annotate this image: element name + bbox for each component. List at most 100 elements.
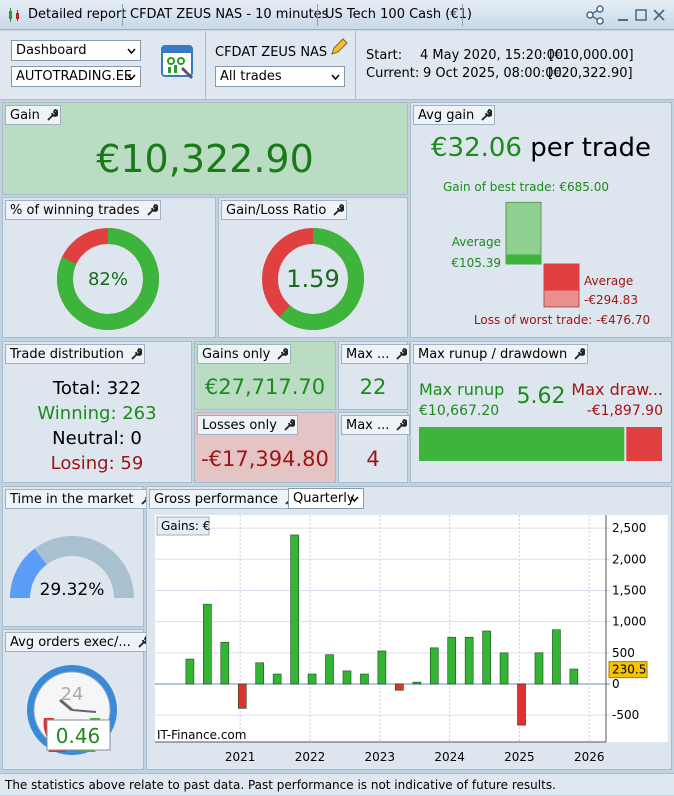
- wrench: [396, 419, 408, 431]
- max-losses-value: 4: [366, 447, 380, 471]
- gain-value: €10,322.90: [96, 137, 314, 181]
- max-wins-value: 22: [359, 375, 387, 399]
- runup-value: €10,667.20: [419, 403, 500, 419]
- footer: The statistics above relate to past data…: [0, 773, 674, 795]
- neutral: Neutral: 0: [52, 428, 142, 449]
- total: Total: 322: [52, 378, 142, 399]
- distribution-list: Total: 322 Winning: 263 Neutral: 0 Losin…: [3, 376, 191, 476]
- gain-panel: Gain €10,322.90: [2, 102, 408, 195]
- panel-header[interactable]: Avg gain: [413, 105, 496, 125]
- tab[interactable]: US Tech 100 Cash (€1): [325, 7, 472, 22]
- settings-icon[interactable]: [146, 204, 158, 216]
- gains-only-value: €27,717.70: [204, 375, 326, 399]
- avg-gain-suffix: per trade: [530, 133, 652, 163]
- panel-header[interactable]: Losses only: [197, 415, 298, 435]
- settings-icon[interactable]: [130, 348, 142, 360]
- runup-ratio: 5.62: [516, 384, 566, 409]
- separator: [122, 4, 123, 26]
- avg-gain-value: €32.06: [430, 133, 522, 163]
- separator: [355, 31, 356, 100]
- wrench: [131, 348, 142, 360]
- tab[interactable]: Detailed report: [28, 7, 127, 22]
- start-label: Start:: [366, 48, 403, 63]
- max-losses-panel: Max ... 4: [338, 412, 411, 483]
- report-icon[interactable]: [160, 44, 196, 80]
- wrench: [47, 109, 58, 121]
- settings-icon[interactable]: [480, 109, 493, 121]
- max-wins-panel: Max ... 22: [338, 341, 411, 410]
- losing: Losing: 59: [50, 453, 144, 474]
- wrench: [284, 419, 295, 431]
- start-capital: [€10,000.00]: [549, 48, 634, 63]
- period-select[interactable]: Quarterly: [288, 488, 364, 509]
- drawdown-label: Max draw...: [571, 380, 663, 399]
- worst-trade: Loss of worst trade: -€476.70: [473, 313, 651, 327]
- wrench: [574, 348, 586, 360]
- time-panel: Time in the market: [2, 486, 155, 627]
- avg-win: €105.39: [451, 256, 501, 270]
- avg-win-label: Average: [451, 235, 501, 249]
- filter-select[interactable]: All trades: [215, 66, 345, 87]
- panel-header[interactable]: Time in the market: [5, 489, 155, 509]
- wrench: [396, 348, 408, 360]
- distribution-panel: Trade distribution Total: 322 Winning: 2…: [2, 341, 192, 483]
- settings-icon[interactable]: [573, 348, 586, 360]
- tab-bar: Detailed report CFDAT ZEUS NAS - 10 minu…: [0, 0, 674, 30]
- panel-header[interactable]: Gross performance: [149, 489, 300, 509]
- start-date: 4 May 2020, 15:20:00: [420, 48, 564, 63]
- toolbar: Dashboard AUTOTRADING.EE CFDAT ZEUS NAS …: [0, 31, 674, 100]
- settings-icon[interactable]: [332, 204, 345, 216]
- system-name: CFDAT ZEUS NAS: [215, 45, 328, 60]
- current-capital: [€20,322.90]: [548, 66, 633, 81]
- winning: Winning: 263: [37, 403, 157, 424]
- wrench: [277, 348, 289, 360]
- panel-header[interactable]: % of winning trades: [5, 200, 161, 220]
- best-trade: Gain of best trade: €685.00: [442, 180, 610, 194]
- gross-panel: Gross performance Quarterly: [146, 486, 672, 770]
- select-text: Dashboard: [16, 43, 87, 58]
- wrench: [146, 204, 158, 216]
- settings-icon[interactable]: [283, 419, 295, 431]
- settings-icon[interactable]: [395, 419, 408, 431]
- drawdown-value: -€1,897.90: [586, 403, 663, 419]
- current-label: Current:: [366, 66, 420, 81]
- panel-header[interactable]: Trade distribution: [5, 344, 145, 364]
- panel-header[interactable]: Max runup / drawdown: [413, 344, 589, 364]
- settings-icon[interactable]: [46, 109, 58, 121]
- panel-header[interactable]: Max ...: [341, 415, 411, 435]
- separator: [205, 31, 206, 100]
- tab[interactable]: CFDAT ZEUS NAS - 10 minutes: [130, 7, 329, 22]
- panel-header[interactable]: Gain: [5, 105, 61, 125]
- orders-panel: Avg orders exec/...: [2, 629, 152, 770]
- edit-icon[interactable]: [328, 38, 348, 58]
- view-select[interactable]: Dashboard: [11, 40, 141, 61]
- winning-panel: % of winning trades: [2, 197, 216, 338]
- avg-loss-label: Average: [584, 274, 634, 288]
- wrench: [481, 109, 493, 121]
- runup-label: Max runup: [419, 380, 505, 399]
- avg-loss: -€294.83: [584, 293, 638, 307]
- avg-gain-panel: Avg gain €32.06 per trade Gain of best t…: [410, 102, 672, 338]
- settings-icon[interactable]: [395, 348, 408, 360]
- separator: [462, 4, 463, 26]
- ratio-panel: Gain/Loss Ratio: [218, 197, 408, 338]
- window-buttons[interactable]: [586, 5, 670, 25]
- losses-only-value: -€17,394.80: [201, 447, 329, 471]
- panel-header[interactable]: Gain/Loss Ratio: [221, 200, 348, 220]
- gains-only-panel: Gains only €27,717.70: [194, 341, 336, 410]
- panel-header[interactable]: Avg orders exec/...: [5, 632, 152, 652]
- separator: [317, 4, 318, 26]
- runup-panel: Max runup / drawdown Max runup €10,667.2…: [410, 341, 672, 483]
- panel-header[interactable]: Gains only: [197, 344, 292, 364]
- current-date: 9 Oct 2025, 08:00:00: [423, 66, 562, 81]
- account-select[interactable]: AUTOTRADING.EE: [11, 66, 141, 87]
- select-text: All trades: [220, 69, 282, 84]
- wrench: [333, 204, 345, 216]
- select-text: Quarterly: [293, 491, 355, 506]
- select-text: AUTOTRADING.EE: [16, 69, 133, 84]
- panel-header[interactable]: Max ...: [341, 344, 411, 364]
- settings-icon[interactable]: [276, 348, 289, 360]
- losses-only-panel: Losses only -€17,394.80: [194, 412, 336, 483]
- avg-gain-line: €32.06 per trade: [411, 133, 671, 163]
